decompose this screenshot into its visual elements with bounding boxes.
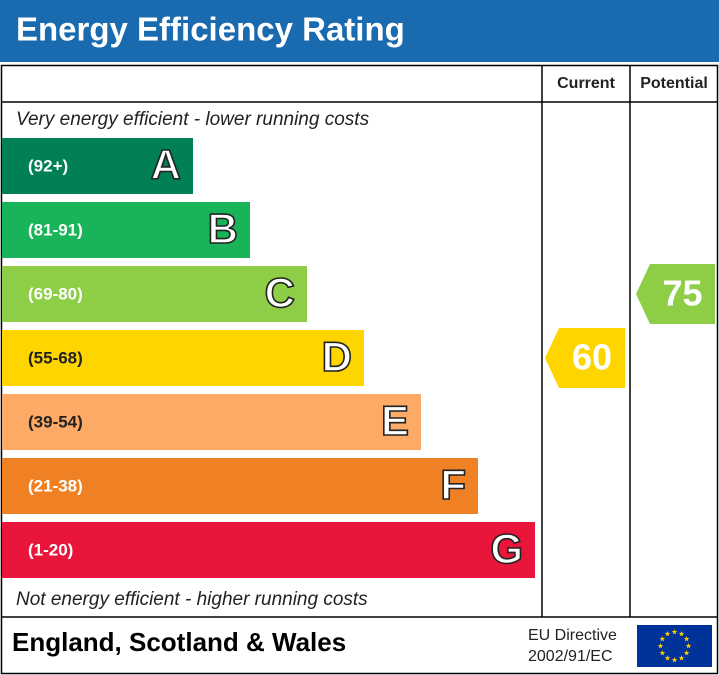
band-letter: C (265, 269, 295, 316)
band-letter: D (322, 333, 352, 380)
column-header: Current (557, 75, 615, 92)
directive: EU Directive (528, 627, 617, 644)
title-bar (0, 0, 719, 62)
title: Energy Efficiency Rating (16, 11, 405, 48)
band-range: (1-20) (28, 540, 73, 559)
band-range: (92+) (28, 156, 68, 175)
band-range: (39-54) (28, 412, 83, 431)
bottom-note: Not energy efficient - higher running co… (16, 589, 368, 610)
band-range: (21-38) (28, 476, 83, 495)
band-bar (2, 330, 364, 386)
eu-star (659, 636, 666, 642)
eu-star (657, 643, 664, 649)
eu-star (664, 655, 671, 661)
column-header: Potential (640, 75, 708, 92)
band-range: (55-68) (28, 348, 83, 367)
eu-star (683, 636, 690, 642)
rating-arrow (636, 264, 715, 324)
eu-star (685, 643, 692, 649)
frame (0, 64, 719, 675)
rating-arrow (545, 328, 625, 388)
band-letter: G (490, 525, 523, 572)
top-note: Very energy efficient - lower running co… (16, 109, 370, 130)
eu-star (683, 650, 690, 656)
band-range: (69-80) (28, 284, 83, 303)
band-bar (2, 458, 478, 514)
eu-star (664, 630, 671, 637)
eu-star (678, 655, 685, 661)
eu-star (659, 650, 666, 656)
band-bar (2, 266, 307, 322)
eu-star (671, 657, 678, 663)
eu-star (671, 629, 678, 635)
rating-value: 75 (662, 273, 702, 314)
region: England, Scotland & Wales (12, 627, 346, 657)
band-letter: A (151, 141, 181, 188)
directive: 2002/91/EC (528, 648, 613, 665)
eu-star (678, 630, 685, 637)
band-letter: B (208, 205, 238, 252)
rating-value: 60 (572, 337, 612, 378)
band-range: (81-91) (28, 220, 83, 239)
band-bar (2, 522, 535, 578)
eu-stars (657, 629, 692, 663)
band-letter: F (440, 461, 466, 508)
band-bar (2, 138, 193, 194)
band-letter: E (381, 397, 409, 444)
band-bar (2, 394, 421, 450)
band-bar (2, 202, 250, 258)
